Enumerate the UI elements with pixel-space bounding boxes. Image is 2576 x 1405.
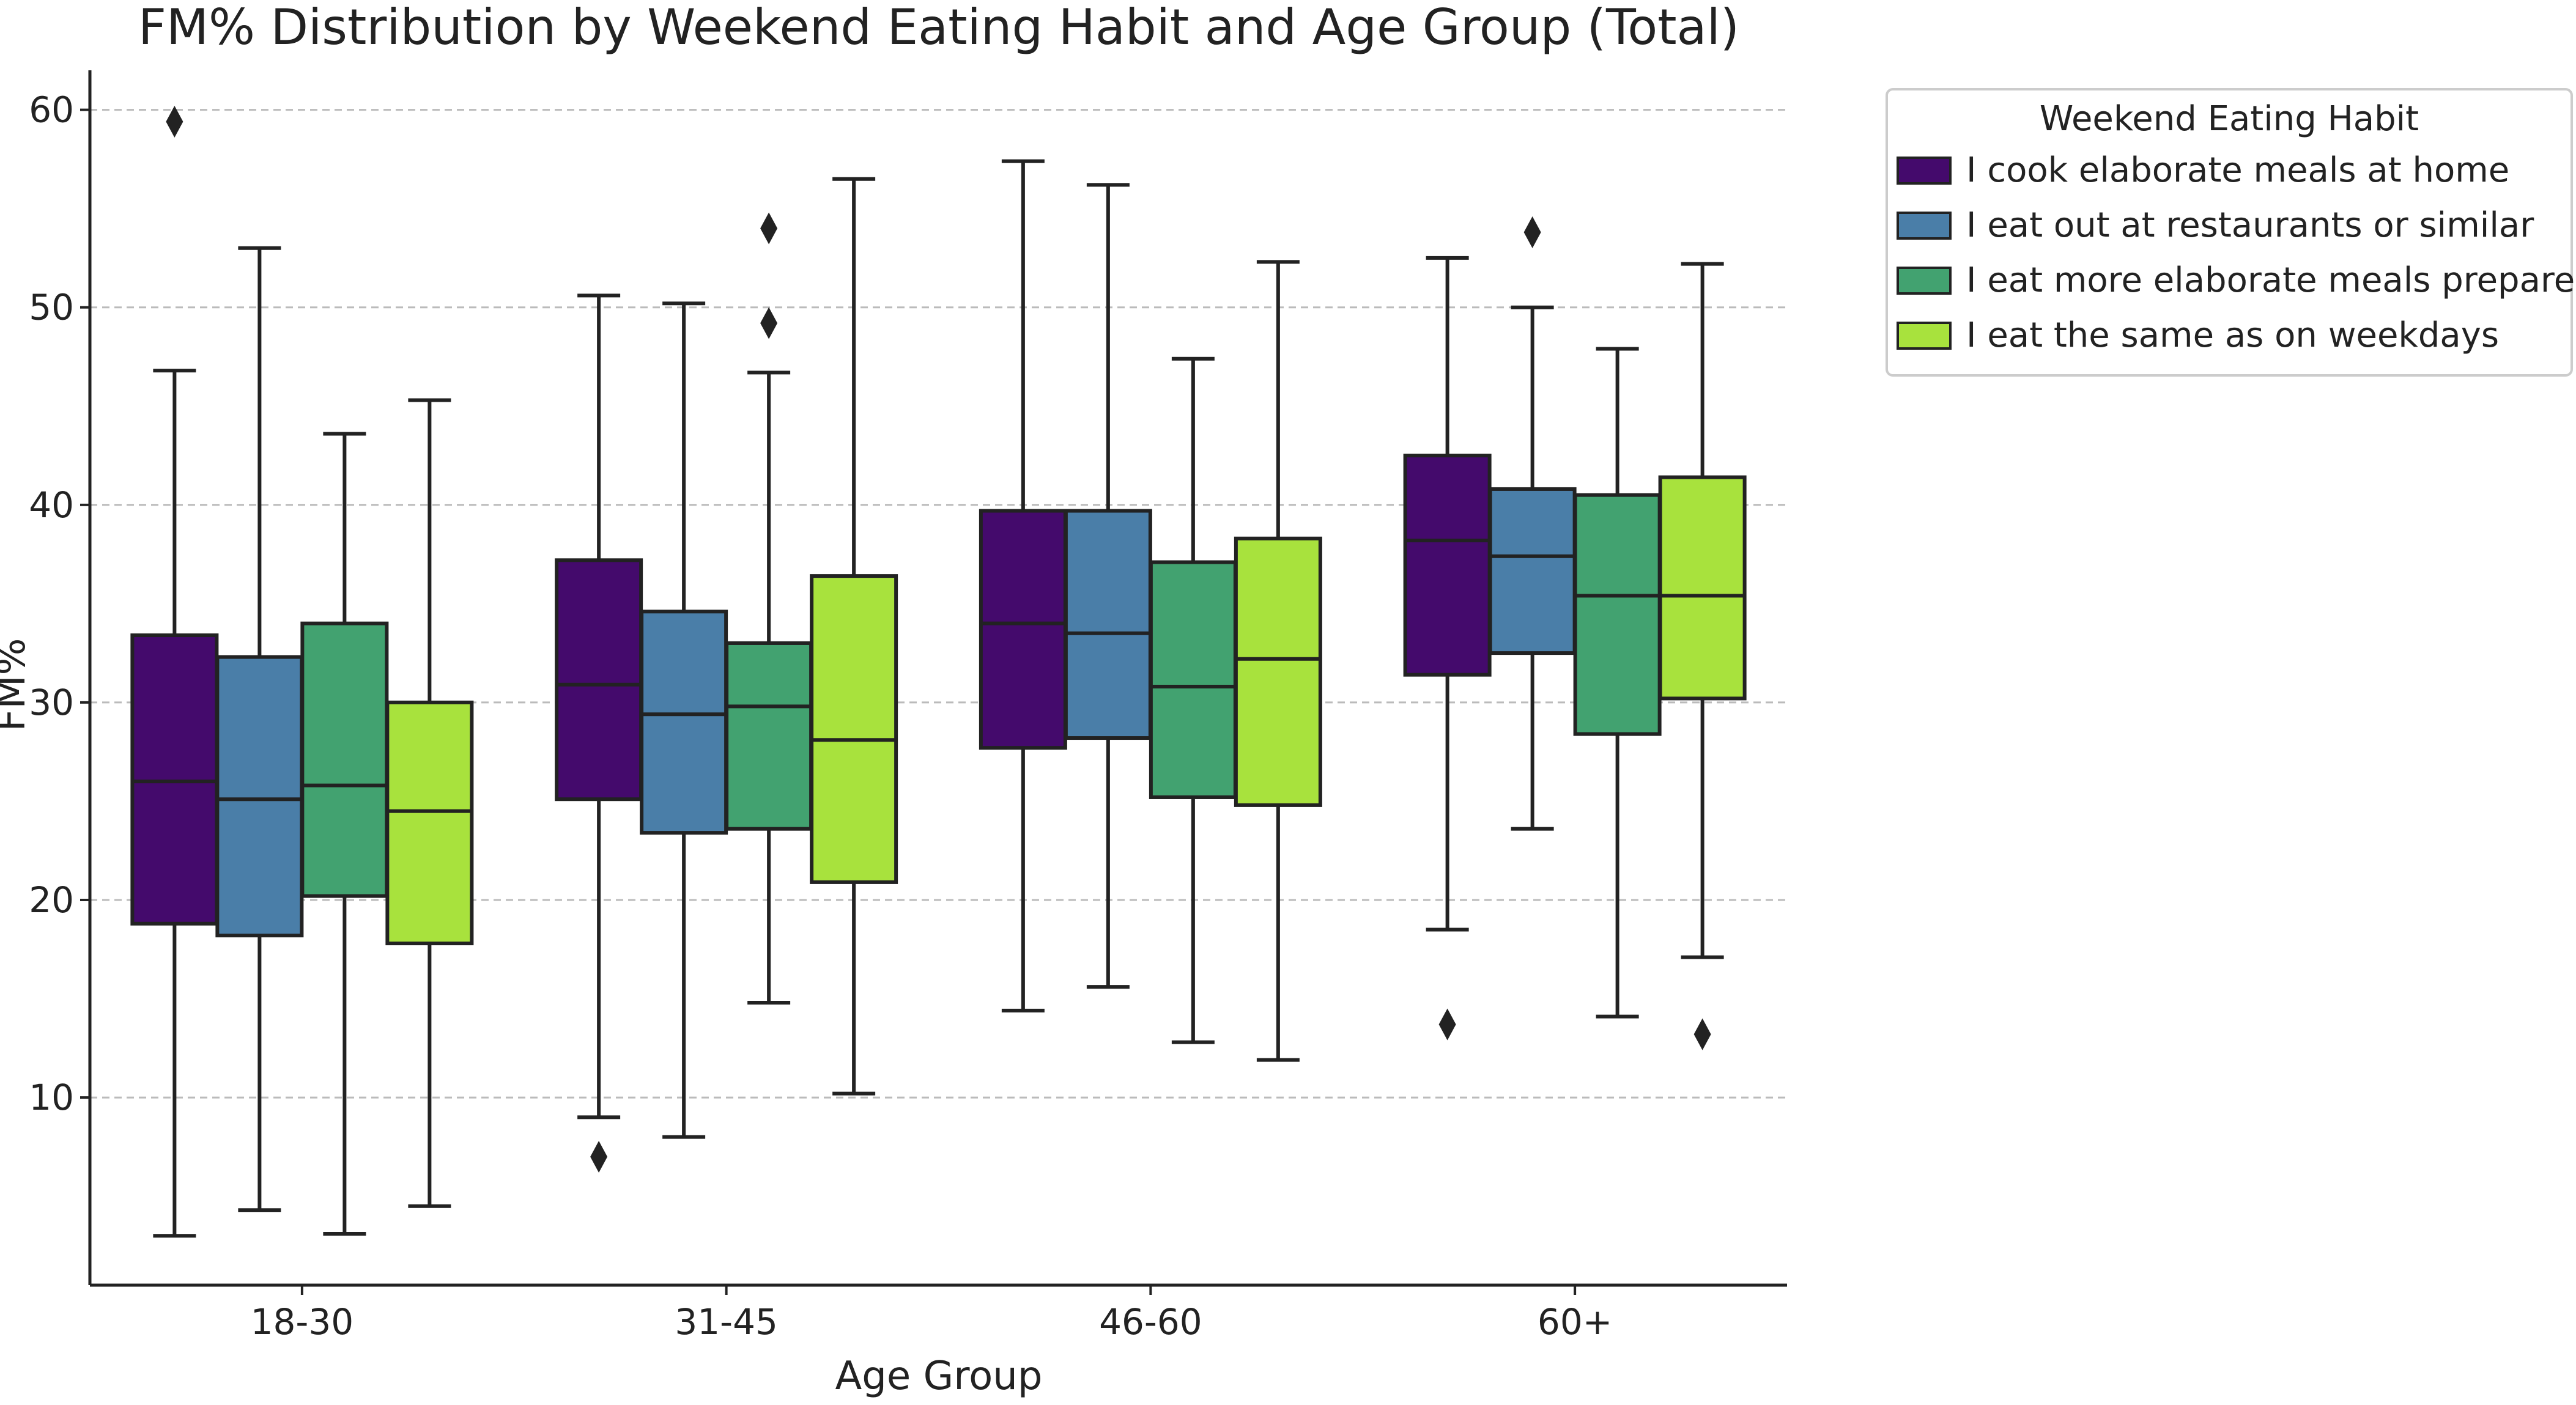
legend-label: I eat out at restaurants or similar <box>1966 205 2534 245</box>
box-31-45-series-1 <box>555 293 643 1173</box>
x-tick-label: 60+ <box>1538 1301 1612 1343</box>
x-axis-title: Age Group <box>835 1354 1043 1399</box>
box-60+-series-1 <box>1403 256 1492 1041</box>
box-60+-series-4 <box>1658 262 1747 1050</box>
x-tick-label: 31-45 <box>675 1301 778 1343</box>
box-18-30-series-1 <box>130 106 219 1238</box>
outlier-point <box>760 307 778 339</box>
box-46-60-series-4 <box>1234 260 1322 1062</box>
outlier-point <box>760 212 778 245</box>
outlier-point <box>1438 1008 1456 1041</box>
box-31-45-series-4 <box>810 177 898 1096</box>
box-iqr <box>640 610 728 835</box>
legend-swatch <box>1897 322 1952 350</box>
outlier-point <box>166 106 183 138</box>
legend-swatch <box>1897 157 1952 185</box>
box-iqr <box>300 621 389 898</box>
box-46-60-series-2 <box>1064 183 1152 989</box>
box-iqr <box>1658 475 1747 701</box>
box-60+-series-2 <box>1488 216 1577 831</box>
box-iqr <box>810 574 898 884</box>
y-tick-label: 20 <box>29 879 74 921</box>
y-tick-label: 40 <box>29 484 74 526</box>
y-tick-label: 50 <box>29 287 74 328</box>
axes: 10 20 30 40 50 60 18-30 31-45 46-60 60+ <box>29 70 1787 1343</box>
box-60+-series-3 <box>1573 347 1662 1019</box>
box-iqr <box>1149 560 1237 799</box>
x-tick-label: 46-60 <box>1099 1301 1202 1343</box>
box-iqr <box>1488 487 1577 655</box>
legend-label: I cook elaborate meals at home <box>1966 150 2509 190</box>
y-axis-title: FM% <box>0 638 34 732</box>
chart-title: FM% Distribution by Weekend Eating Habit… <box>138 0 1739 56</box>
outlier-point <box>1523 216 1541 248</box>
y-tick-label: 60 <box>29 89 74 131</box>
legend-swatch <box>1897 212 1952 240</box>
legend-items: I cook elaborate meals at home I eat out … <box>1897 150 2576 355</box>
box-iqr <box>1234 536 1322 807</box>
gridlines <box>90 109 1787 1099</box>
box-iqr <box>215 655 304 938</box>
box-46-60-series-1 <box>979 159 1067 1012</box>
legend-frame <box>1886 88 2573 377</box>
legend-title: Weekend Eating Habit <box>2040 99 2419 139</box>
x-tick-label: 18-30 <box>251 1301 354 1343</box>
outlier-point <box>590 1140 608 1173</box>
box-iqr <box>130 633 219 926</box>
box-18-30-series-3 <box>300 432 389 1236</box>
box-46-60-series-3 <box>1149 356 1237 1044</box>
box-iqr <box>1403 454 1492 677</box>
legend-swatch <box>1897 267 1952 295</box>
box-18-30-series-4 <box>385 398 474 1208</box>
legend: Weekend Eating Habit I cook elaborate me… <box>1886 88 2576 377</box>
legend-label: I eat more elaborate meals prepared by o… <box>1966 260 2576 300</box>
box-iqr <box>1064 509 1152 740</box>
box-18-30-series-2 <box>215 246 304 1212</box>
y-tick-label: 30 <box>29 682 74 723</box>
y-tick-label: 10 <box>29 1077 74 1118</box>
box-31-45-series-2 <box>640 301 728 1139</box>
box-iqr <box>979 509 1067 750</box>
box-iqr <box>555 558 643 802</box>
box-31-45-series-3 <box>725 212 813 1005</box>
outlier-point <box>1693 1018 1711 1050</box>
box-iqr <box>1573 493 1662 736</box>
box-iqr <box>725 641 813 831</box>
legend-label: I eat the same as on weekdays <box>1966 315 2499 355</box>
boxplots <box>130 106 1747 1238</box>
box-iqr <box>385 700 474 946</box>
